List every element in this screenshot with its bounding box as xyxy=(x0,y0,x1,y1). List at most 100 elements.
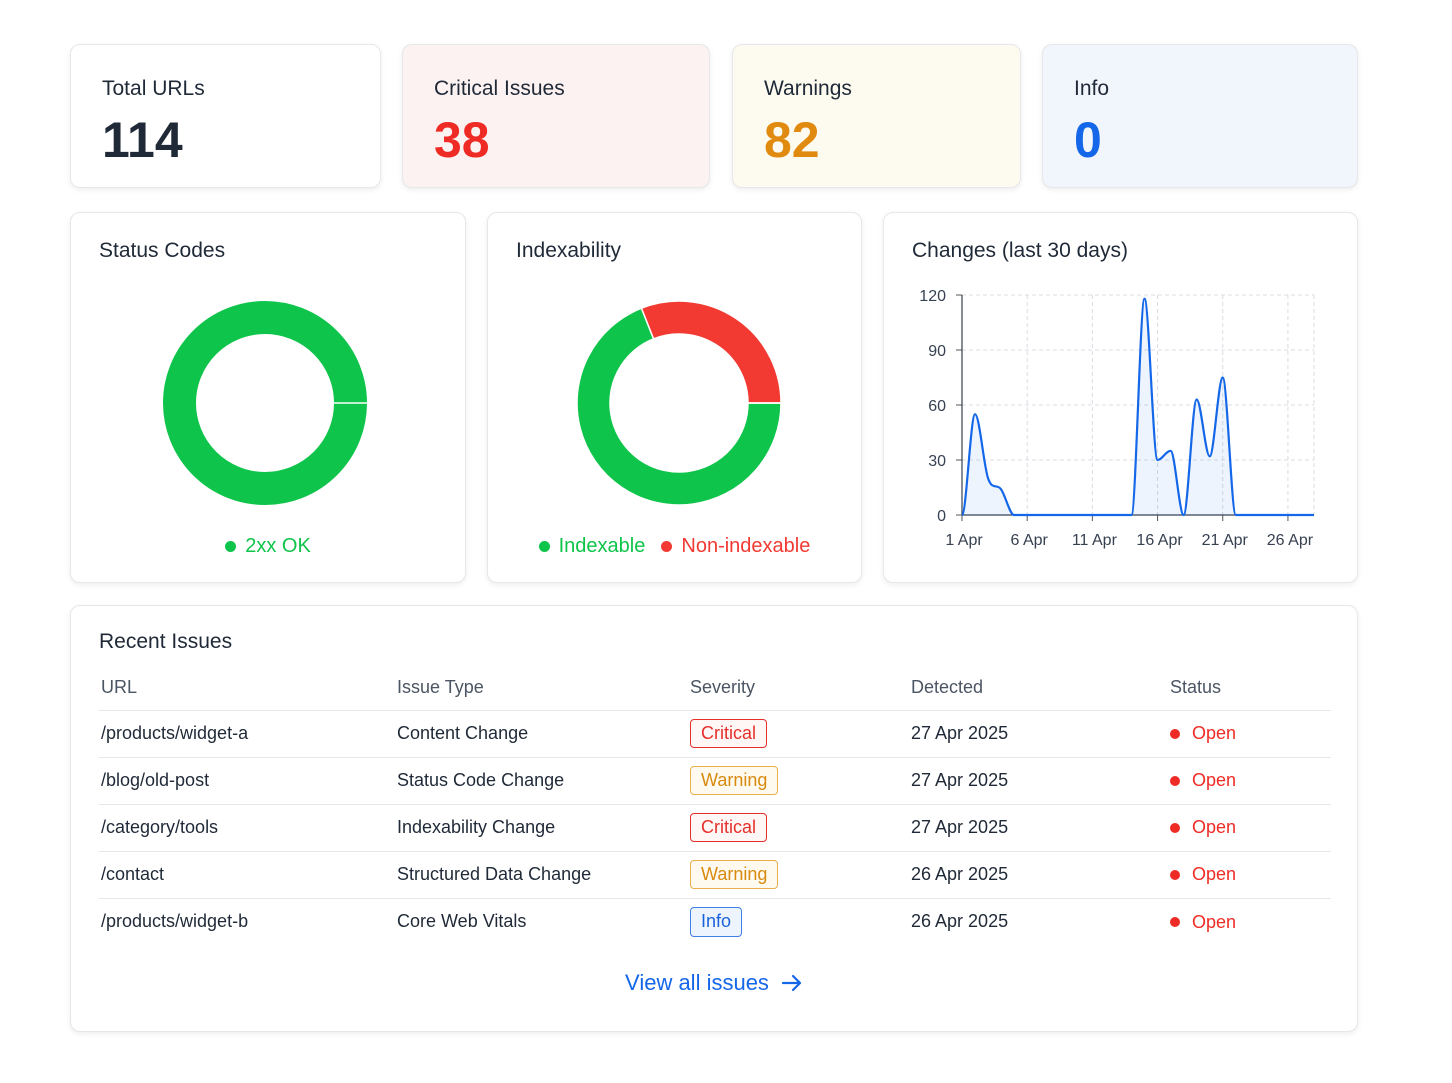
issue-detected: 26 Apr 2025 xyxy=(911,911,1009,932)
issue-url[interactable]: /products/widget-b xyxy=(101,911,249,932)
issue-status-cell: Open xyxy=(1168,804,1331,852)
warnings-value: 82 xyxy=(764,112,820,168)
issue-severity-cell: Critical xyxy=(688,804,909,852)
donut-slice-indexable xyxy=(576,307,782,506)
issue-type: Indexability Change xyxy=(395,804,688,852)
legend-dot-icon xyxy=(661,541,673,552)
x-tick-label: 21 Apr xyxy=(1202,532,1249,549)
status-dot-icon xyxy=(1170,917,1180,927)
severity-badge: Warning xyxy=(690,859,779,890)
total-urls-value: 114 xyxy=(102,112,183,168)
table-row[interactable]: /blog/old-post Status Code Change Warning 2… xyxy=(99,757,1331,805)
issue-status-cell: Open xyxy=(1168,710,1331,758)
issue-url[interactable]: /products/widget-a xyxy=(99,710,395,758)
status-codes-title: Status Codes xyxy=(99,239,226,262)
header-url[interactable]: URL xyxy=(99,666,395,711)
severity-badge: Info xyxy=(690,906,743,937)
legend-item: 2xx OK xyxy=(225,535,311,558)
severity-badge: Critical xyxy=(690,718,768,749)
severity-badge: Critical xyxy=(690,812,768,843)
changes-title: Changes (last 30 days) xyxy=(912,239,1128,262)
legend-label: Non-indexable xyxy=(681,535,811,557)
recent-issues-title: Recent Issues xyxy=(99,630,233,653)
series-line xyxy=(960,297,1314,517)
indexability-legend: Indexable Non-indexable xyxy=(488,535,861,558)
status-badge: Open xyxy=(1170,723,1236,744)
critical-issues-label: Critical Issues xyxy=(434,77,565,100)
legend-label: 2xx OK xyxy=(245,535,311,557)
donut-slice-non-indexable xyxy=(640,300,782,404)
header-severity[interactable]: Severity xyxy=(688,666,909,711)
legend-item: Non-indexable xyxy=(661,535,810,558)
status-dot-icon xyxy=(1170,822,1180,833)
issue-url[interactable]: /blog/old-post xyxy=(99,757,395,805)
issue-severity-cell: Critical xyxy=(688,710,909,758)
y-tick-label: 60 xyxy=(928,398,946,415)
status-dot-icon xyxy=(1170,775,1180,786)
y-tick-label: 90 xyxy=(928,343,946,360)
view-all-issues-link[interactable]: View all issues xyxy=(625,970,803,996)
issue-type: Content Change xyxy=(395,710,688,758)
x-tick-label: 1 Apr xyxy=(945,532,983,549)
status-text: Open xyxy=(1192,864,1237,885)
status-badge: Open xyxy=(1170,864,1236,885)
indexability-title: Indexability xyxy=(516,239,622,262)
header-detected[interactable]: Detected xyxy=(909,666,1168,711)
table-row[interactable]: /contact Structured Data Change Warning 26 … xyxy=(99,851,1331,899)
total-urls-label: Total URLs xyxy=(102,77,205,100)
issue-severity-cell: Warning xyxy=(688,757,909,805)
changes-card: Changes (last 30 days) 0 30 60 90 120 1 Apr 6 … xyxy=(883,212,1358,583)
status-codes-card: Status Codes 2xx OK xyxy=(70,212,466,583)
table-row[interactable]: /products/widget-a Content Change Critical… xyxy=(99,710,1331,758)
severity-badge: Warning xyxy=(690,765,779,796)
x-tick-label: 11 Apr xyxy=(1072,532,1118,549)
issue-url[interactable]: /contact xyxy=(99,851,395,899)
table-row[interactable]: /products/widget-b Core Web Vitals Info 26 … xyxy=(99,898,1331,945)
status-codes-donut xyxy=(163,301,367,505)
indexability-card: Indexability Indexable Non-indexable xyxy=(487,212,862,583)
status-text: Open xyxy=(1192,723,1237,744)
legend-item: Indexable xyxy=(538,535,646,558)
info-label: Info xyxy=(1074,77,1110,100)
table-row[interactable]: /category/tools Indexability Change Critic… xyxy=(99,804,1331,852)
issue-detected: 27 Apr 2025 xyxy=(909,757,1168,805)
donut-slice-2xx-ok xyxy=(163,301,367,505)
legend-dot-icon xyxy=(538,541,550,552)
arrow-right-icon xyxy=(781,974,802,992)
recent-issues-card: Recent Issues URL Issue Type Severity De… xyxy=(70,605,1358,1032)
issue-detected: 26 Apr 2025 xyxy=(909,851,1168,899)
critical-issues-value: 38 xyxy=(434,112,490,168)
issue-type: Status Code Change xyxy=(395,757,688,805)
issue-detected: 27 Apr 2025 xyxy=(909,804,1168,852)
y-tick-label: 0 xyxy=(937,508,946,525)
issue-detected: 27 Apr 2025 xyxy=(909,710,1168,758)
header-issue-type[interactable]: Issue Type xyxy=(395,666,688,711)
status-dot-icon xyxy=(1170,728,1180,739)
issues-header-row: URL Issue Type Severity Detected Status xyxy=(99,666,1331,711)
status-text: Open xyxy=(1192,817,1237,838)
issue-severity-cell: Info xyxy=(688,898,909,945)
issue-url[interactable]: /category/tools xyxy=(99,804,395,852)
status-badge: Open xyxy=(1170,770,1236,791)
header-status[interactable]: Status xyxy=(1168,666,1331,711)
status-badge: Open xyxy=(1170,817,1236,838)
issue-type: Structured Data Change xyxy=(395,851,688,899)
x-tick-label: 26 Apr xyxy=(1267,532,1314,549)
status-text: Open xyxy=(1192,911,1237,932)
legend-dot-icon xyxy=(225,541,237,552)
view-all-container: View all issues xyxy=(71,970,1357,996)
status-badge: Open xyxy=(1170,912,1236,933)
y-tick-label: 120 xyxy=(919,288,946,305)
warnings-label: Warnings xyxy=(764,77,852,100)
issue-status-cell: Open xyxy=(1168,851,1331,899)
x-tick-label: 16 Apr xyxy=(1136,532,1183,549)
x-tick-label: 6 Apr xyxy=(1011,532,1049,549)
issue-status-cell: Open xyxy=(1168,757,1331,805)
issue-severity-cell: Warning xyxy=(688,851,909,899)
issue-status-cell: Open xyxy=(1168,898,1331,945)
status-dot-icon xyxy=(1170,869,1180,880)
issues-table: URL Issue Type Severity Detected Status … xyxy=(99,666,1331,945)
total-urls-card: Total URLs 114 xyxy=(70,44,381,188)
legend-label: Indexable xyxy=(558,535,646,557)
info-value: 0 xyxy=(1074,112,1102,168)
